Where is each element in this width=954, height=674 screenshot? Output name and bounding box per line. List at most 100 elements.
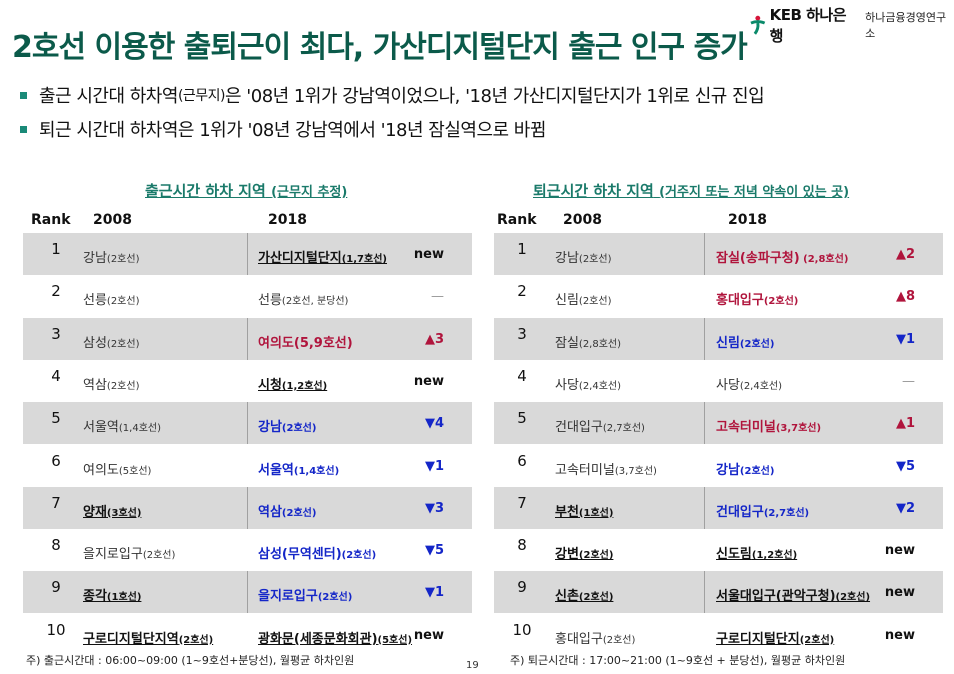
rank: 8 xyxy=(51,536,61,555)
station-line: (2,7호선) xyxy=(602,423,645,435)
rank-change: ▲1 xyxy=(895,416,915,432)
table-row: 7 양재(3호선) 역삼(2호선) ▼3 xyxy=(23,486,472,529)
column-divider xyxy=(704,571,705,614)
station-name: 가산디지털단지 xyxy=(258,251,342,266)
station-2018: 사당(2,4호선) xyxy=(716,374,782,393)
station-line: (2호선) xyxy=(106,296,140,308)
header-rank: Rank xyxy=(497,212,537,228)
footnote: 주) 퇴근시간대 : 17:00~21:00 (1~9호선 + 분당선), 월평… xyxy=(510,654,846,667)
station-name: 건대입구 xyxy=(716,504,764,520)
rank-change: ▼1 xyxy=(424,458,444,474)
logo: KEB 하나은행 하나금융경영연구소 xyxy=(750,4,954,46)
station-line: (5호선) xyxy=(377,634,413,646)
station-2008: 서울역(1,4호선) xyxy=(83,416,161,435)
rank-change: ▲3 xyxy=(424,331,444,347)
rank: 10 xyxy=(512,620,532,639)
rank: 4 xyxy=(51,366,61,385)
rank-change: ▼5 xyxy=(424,543,444,559)
table-row: 10 홍대입구(2호선) 구로디지털단지(2호선) new xyxy=(494,614,943,656)
station-line: (2호선) xyxy=(763,296,799,308)
rank: 3 xyxy=(51,324,61,343)
station-2008: 고속터미널(3,7호선) xyxy=(555,459,657,478)
station-name: 구로디지털단지 xyxy=(716,631,800,647)
station-line: (1호선) xyxy=(578,507,614,519)
station-name: 신도림 xyxy=(716,547,752,563)
column-divider xyxy=(247,233,248,275)
station-2008: 여의도(5호선) xyxy=(83,459,151,478)
bullet-2: 퇴근 시간대 하차역은 1위가 '08년 강남역에서 '18년 잠실역으로 바뀜 xyxy=(20,116,546,142)
column-divider xyxy=(247,571,248,614)
table-row: 3 삼성(2호선) 여의도(5,9호선) ▲3 xyxy=(23,317,472,360)
station-2018: 서울대입구(관악구청)(2호선) xyxy=(716,585,870,604)
rank: 7 xyxy=(517,493,527,512)
page-title: 2호선 이용한 출퇴근이 최다, 가산디지털단지 출근 인구 증가 xyxy=(12,30,748,65)
station-line: (2호선) xyxy=(142,550,176,562)
rank: 2 xyxy=(517,282,527,301)
station-2008: 부천(1호선) xyxy=(555,501,613,520)
station-2008: 종각(1호선) xyxy=(83,585,141,604)
station-2018: 신림(2호선) xyxy=(716,332,774,351)
station-line: (2호선) xyxy=(739,338,775,350)
station-name: 여의도(5,9호선) xyxy=(258,335,353,351)
table-row: 2 신림(2호선) 홍대입구(2호선) ▲8 xyxy=(494,275,943,317)
rank: 6 xyxy=(517,451,527,470)
station-2018: 시청(1,2호선) xyxy=(258,374,327,393)
station-name: 시청 xyxy=(258,377,282,393)
rank-change: ▲8 xyxy=(895,289,915,305)
rank-change: new xyxy=(413,627,444,643)
rank-change: ▼5 xyxy=(895,458,915,474)
station-2008: 홍대입구(2호선) xyxy=(555,628,635,647)
header-2008: 2008 xyxy=(93,212,132,228)
header-2018: 2018 xyxy=(268,212,307,228)
bullet-1: 출근 시간대 하차역 (근무지) 은 '08년 1위가 강남역이었으나, '18년 … xyxy=(20,82,765,108)
rank: 10 xyxy=(46,620,66,639)
station-2018: 고속터미널(3,7호선) xyxy=(716,416,821,435)
station-name: 잠실 xyxy=(555,335,579,351)
station-name: 광화문(세종문화회관) xyxy=(258,631,378,647)
station-name: 건대입구 xyxy=(555,420,603,436)
station-line: (1,7호선) xyxy=(341,254,387,265)
station-line: (3,7호선) xyxy=(614,465,657,477)
rank-change: ▼2 xyxy=(895,500,915,516)
station-2018: 삼성(무역센터)(2호선) xyxy=(258,543,376,562)
table-row: 8 을지로입구(2호선) 삼성(무역센터)(2호선) ▼5 xyxy=(23,529,472,571)
rank-change: ▼1 xyxy=(424,585,444,601)
station-line: (2호선) xyxy=(341,550,377,562)
station-name: 역삼 xyxy=(83,377,107,393)
station-line: (1,4호선) xyxy=(118,423,161,435)
rank: 7 xyxy=(51,493,61,512)
rank-change: ▼4 xyxy=(424,416,444,432)
column-divider xyxy=(704,317,705,360)
station-2018: 강남(2호선) xyxy=(258,416,316,435)
station-name: 강남 xyxy=(258,420,282,436)
station-2008: 삼성(2호선) xyxy=(83,332,140,351)
column-divider xyxy=(247,317,248,360)
station-name: 신림 xyxy=(716,335,740,351)
station-name: 여의도 xyxy=(83,462,119,478)
station-2018: 서울역(1,4호선) xyxy=(258,459,339,478)
bullet-text-end: 은 '08년 1위가 강남역이었으나, '18년 가산디지털단지가 1위로 신규… xyxy=(225,86,765,107)
section-title-0: 출근시간 하차 지역 (근무지 추정) xyxy=(145,180,347,201)
station-line: (2호선) xyxy=(178,634,214,646)
header-rank: Rank xyxy=(31,212,71,228)
bullet-text: 출근 시간대 하차역 xyxy=(39,86,178,107)
station-2008: 강남(2호선) xyxy=(83,247,140,266)
footnote: 주) 출근시간대 : 06:00~09:00 (1~9호선+분당선), 월평균 … xyxy=(26,654,355,667)
header-2008: 2008 xyxy=(563,212,602,228)
station-2018: 강남(2호선) xyxy=(716,459,774,478)
bullet-text: 퇴근 시간대 하차역은 1위가 '08년 강남역에서 '18년 잠실역으로 바뀜 xyxy=(39,120,546,141)
bullet-marker xyxy=(20,91,27,99)
table-row: 9 신촌(2호선) 서울대입구(관악구청)(2호선) new xyxy=(494,571,943,614)
station-line: (2,8호선) xyxy=(799,254,849,265)
header-2018: 2018 xyxy=(728,212,767,228)
station-line: (2호선, 분당선) xyxy=(281,296,349,308)
bullet-small: (근무지) xyxy=(177,88,226,104)
station-name: 구로디지털단지역 xyxy=(83,631,179,647)
logo-institute: 하나금융경영연구소 xyxy=(865,11,947,40)
rank-change: new xyxy=(884,543,915,559)
station-name: 양재 xyxy=(83,504,107,520)
station-2008: 선릉(2호선) xyxy=(83,289,140,308)
station-name: 부천 xyxy=(555,504,579,520)
station-line: (2호선) xyxy=(835,592,871,604)
station-line: (2호선) xyxy=(578,592,614,604)
